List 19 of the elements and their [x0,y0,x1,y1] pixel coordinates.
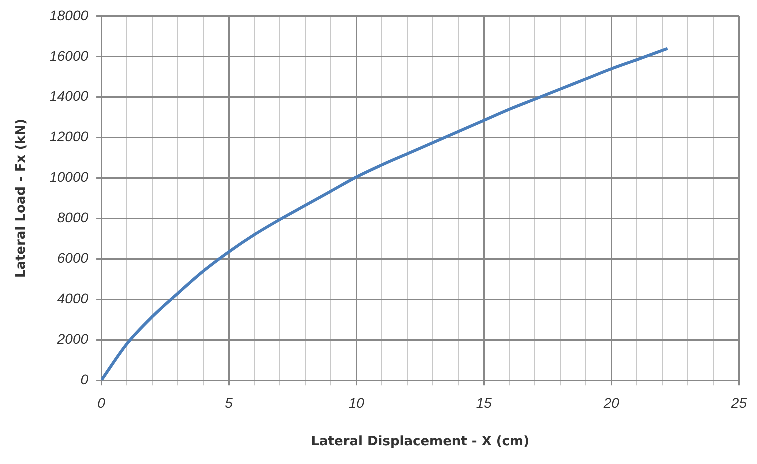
y-tick-label: 6000 [57,250,89,266]
x-tick-label: 10 [348,394,365,411]
y-tick-label: 16000 [50,48,89,64]
y-axis-title: Lateral Load - Fx (kN) [14,118,30,278]
x-axis-title: Lateral Displacement - X (cm) [311,434,530,450]
y-tick-label: 8000 [57,210,89,226]
y-tick-label: 2000 [56,331,89,348]
y-tick-label: 4000 [57,290,89,307]
line-series [102,47,670,381]
x-tick-label: 15 [476,394,492,411]
x-tick-label: 25 [730,394,748,411]
y-tick-label: 0 [80,371,89,388]
y-tick-label: 14000 [50,88,89,104]
x-tick-label: 0 [98,394,106,411]
y-tick-label: 10000 [50,169,89,186]
y-tick-label: 12000 [50,128,89,145]
y-tick-label: 18000 [50,7,89,24]
x-tick-label: 20 [602,394,620,411]
x-tick-label: 5 [225,394,234,411]
